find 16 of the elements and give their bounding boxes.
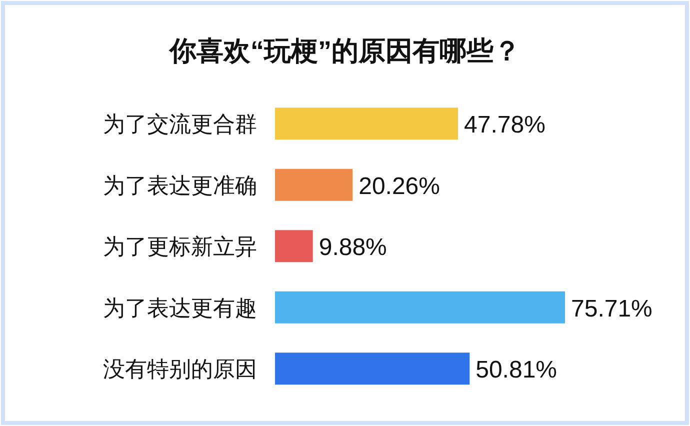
data-label: 9.88% [318, 234, 387, 262]
bar [275, 108, 458, 140]
data-label: 50.81% [476, 356, 558, 384]
y-tick-label: 为了表达更准确 [103, 172, 257, 198]
data-label: 75.71% [571, 295, 652, 322]
bar [275, 291, 565, 324]
data-label: 20.26% [358, 172, 440, 200]
y-tick-label: 没有特别的原因 [103, 356, 257, 382]
y-tick-label: 为了更标新立异 [103, 234, 257, 260]
bar [275, 352, 470, 385]
bar [275, 168, 353, 201]
chart-title: 你喜欢“玩梗”的原因有哪些？ [168, 36, 520, 66]
bar [275, 230, 313, 262]
data-label: 47.78% [464, 112, 546, 139]
y-tick-label: 为了表达更有趣 [103, 295, 257, 320]
y-tick-label: 为了交流更合群 [103, 112, 257, 137]
